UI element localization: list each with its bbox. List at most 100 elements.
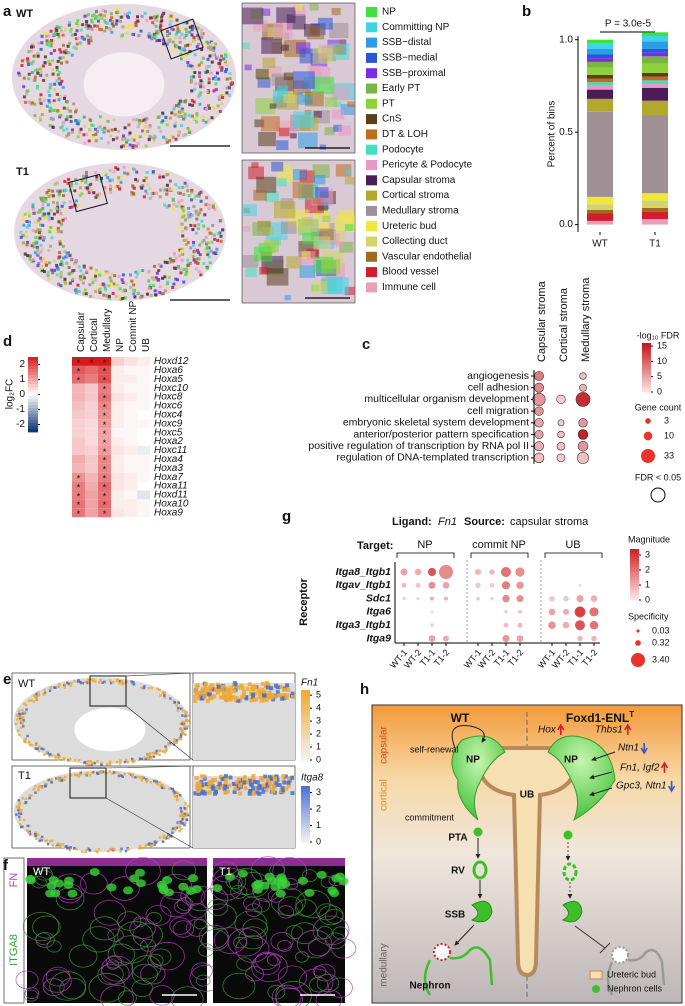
significance-star: * [103,420,107,430]
expression-spot [252,684,257,689]
spot [86,27,90,31]
spot [190,64,194,68]
signal [50,889,61,898]
size-key [645,418,651,424]
spot [49,116,53,120]
spot [38,217,42,221]
x-tick-label: T1 [649,239,661,250]
colorbar-label: -2 [16,419,25,430]
spot [48,230,52,234]
dot [574,606,586,618]
expression-spot [196,789,201,794]
spot [307,65,322,77]
expression-spot [220,695,225,700]
lineage-arrow [454,924,475,946]
expression-spot [167,833,170,836]
spot [123,12,127,16]
expression-spot [132,683,136,686]
signal [266,876,277,885]
spot [110,22,114,26]
y-axis-label: Percent of bins [547,101,558,168]
expression-spot [257,691,262,696]
colorbar-step [28,381,38,385]
spot [113,274,117,278]
expression-spot [41,786,44,789]
spot [96,126,100,130]
spot [199,85,203,89]
spot [167,204,171,208]
expression-spot [147,686,151,690]
expression-spot [260,786,265,791]
expression-spot [183,812,186,816]
spot [261,8,271,16]
spot [205,65,209,69]
spot [57,193,61,197]
expression-spot [28,833,32,836]
cell-outline [180,885,206,906]
expression-spot [101,681,104,684]
dot [578,418,588,428]
row-label: Hoxa11 [154,481,188,492]
cell-outline [129,917,156,940]
bar-segment [642,36,668,42]
spot [182,117,186,121]
expression-spot [172,789,175,793]
expression-spot [153,779,156,783]
spot [298,132,318,149]
heat-cell [72,437,85,446]
spot [89,35,93,39]
expression-spot [257,695,262,700]
cell-outline [315,989,343,1006]
expression-spot [23,711,26,714]
spot [185,238,189,242]
row-label: Itga6 [366,606,391,618]
spot [188,261,192,265]
expression-spot [130,680,133,683]
colorbar-step [630,564,639,568]
bracket [396,552,455,558]
expression-spot [30,744,33,747]
spot [210,240,214,244]
spot [219,234,223,238]
cell-outline [296,929,333,959]
spot [186,189,190,193]
expression-spot [234,698,239,703]
significance-star: * [77,474,81,484]
y-tick-label: 0.0 [559,219,573,230]
expression-spot [73,680,76,683]
spot [25,225,29,229]
spot [283,93,295,104]
legend-label: Committing NP [382,22,450,33]
heat-cell [111,454,124,464]
expression-spot [187,724,191,728]
expression-spot [205,698,210,703]
spot [177,200,181,204]
significance-star: * [103,429,107,439]
colorbar-label: 0 [316,754,321,764]
spot [39,250,43,254]
spot [61,85,65,89]
spot [208,231,212,235]
spot [98,125,102,129]
cell-outline [327,977,353,998]
expression-spot [193,689,198,694]
image-label: WT [16,8,33,20]
ureteric-bud [475,745,580,978]
spot [200,35,204,39]
row-label: Hoxd12 [154,356,189,367]
spot [179,46,183,50]
spot [219,239,223,243]
legend-label: DT & LOH [382,129,428,140]
spot [23,252,27,256]
expression-spot [21,712,24,715]
spot [271,161,284,172]
spot [181,212,185,216]
dot [489,582,495,588]
expression-spot [90,771,94,775]
dot [502,634,510,643]
spot [203,213,207,217]
expression-spot [179,733,183,736]
expression-spot [250,687,255,692]
dot [515,567,525,577]
expression-spot [24,703,28,707]
